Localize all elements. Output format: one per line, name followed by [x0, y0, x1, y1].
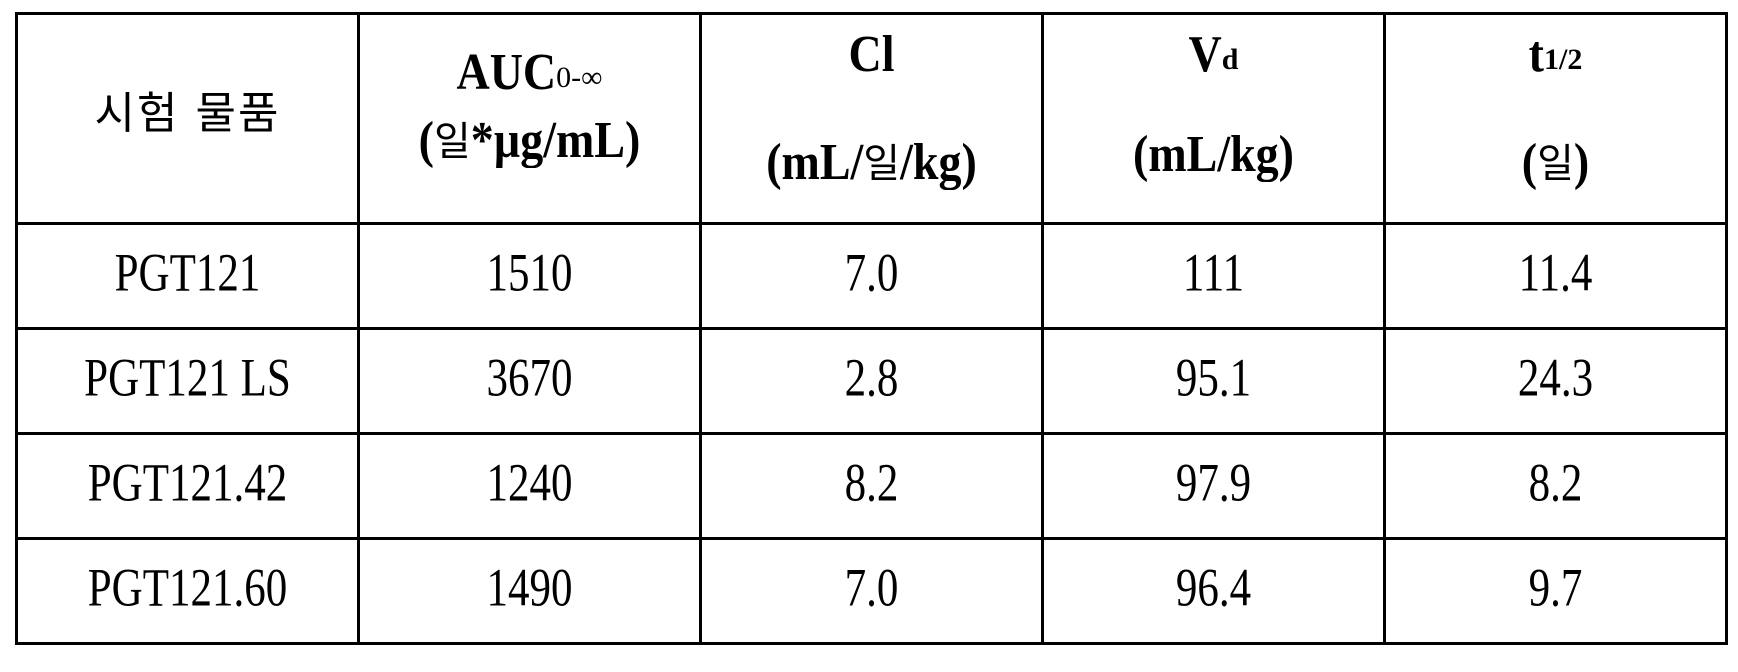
table-row: PGT121.60 1490 7.0 96.4 9.7: [17, 539, 1727, 644]
cell-cl: 2.8: [701, 329, 1043, 434]
header-vd-unit: (mL/kg): [1044, 131, 1383, 177]
cell-t-half: 24.3: [1385, 329, 1727, 434]
cell-cl: 8.2: [701, 434, 1043, 539]
cell-test-article: PGT121.42: [17, 434, 359, 539]
header-t-half: t1/2 (일): [1385, 14, 1727, 224]
cell-auc: 1490: [359, 539, 701, 644]
header-auc-unit: (일*µg/mL): [360, 109, 699, 167]
table-row: PGT121 1510 7.0 111 11.4: [17, 224, 1727, 329]
header-cl-symbol: Cl: [849, 28, 895, 80]
pk-parameters-table: 시험 물품 AUC0-∞ (일*µg/mL) Cl (mL/일/kg): [15, 12, 1728, 645]
cell-cl: 7.0: [701, 539, 1043, 644]
cell-t-half: 11.4: [1385, 224, 1727, 329]
header-vd: Vd (mL/kg): [1043, 14, 1385, 224]
cell-test-article: PGT121.60: [17, 539, 359, 644]
header-test-article: 시험 물품: [17, 14, 359, 224]
cell-t-half: 8.2: [1385, 434, 1727, 539]
cell-auc: 1510: [359, 224, 701, 329]
header-test-article-label: 시험 물품: [18, 77, 357, 141]
table-header-row: 시험 물품 AUC0-∞ (일*µg/mL) Cl (mL/일/kg): [17, 14, 1727, 224]
header-cl-line1: Cl: [702, 31, 1041, 77]
cell-auc: 3670: [359, 329, 701, 434]
header-auc-subscript: 0-∞: [556, 61, 602, 94]
cell-vd: 96.4: [1043, 539, 1385, 644]
cell-vd: 97.9: [1043, 434, 1385, 539]
header-t-half-symbol: t: [1529, 28, 1544, 80]
cell-cl: 7.0: [701, 224, 1043, 329]
header-t-half-line1: t1/2: [1386, 31, 1725, 77]
header-vd-line1: Vd: [1044, 31, 1383, 77]
table-row: PGT121.42 1240 8.2 97.9 8.2: [17, 434, 1727, 539]
table-row: PGT121 LS 3670 2.8 95.1 24.3: [17, 329, 1727, 434]
cell-auc: 1240: [359, 434, 701, 539]
cell-t-half: 9.7: [1385, 539, 1727, 644]
header-t-half-unit: (일): [1386, 131, 1725, 189]
cell-test-article: PGT121 LS: [17, 329, 359, 434]
header-auc-line1: AUC0-∞: [360, 49, 699, 95]
header-vd-subscript: d: [1222, 43, 1239, 76]
cell-vd: 111: [1043, 224, 1385, 329]
header-cl: Cl (mL/일/kg): [701, 14, 1043, 224]
header-cl-unit-day: 일: [863, 141, 900, 187]
header-t-half-unit-day: 일: [1537, 141, 1574, 187]
header-vd-symbol: V: [1189, 28, 1222, 80]
header-auc-symbol: AUC: [456, 46, 556, 98]
header-auc-unit-day: 일: [434, 119, 471, 165]
header-auc: AUC0-∞ (일*µg/mL): [359, 14, 701, 224]
cell-vd: 95.1: [1043, 329, 1385, 434]
header-t-half-subscript: 1/2: [1544, 43, 1582, 76]
cell-test-article: PGT121: [17, 224, 359, 329]
header-cl-unit: (mL/일/kg): [702, 131, 1041, 189]
